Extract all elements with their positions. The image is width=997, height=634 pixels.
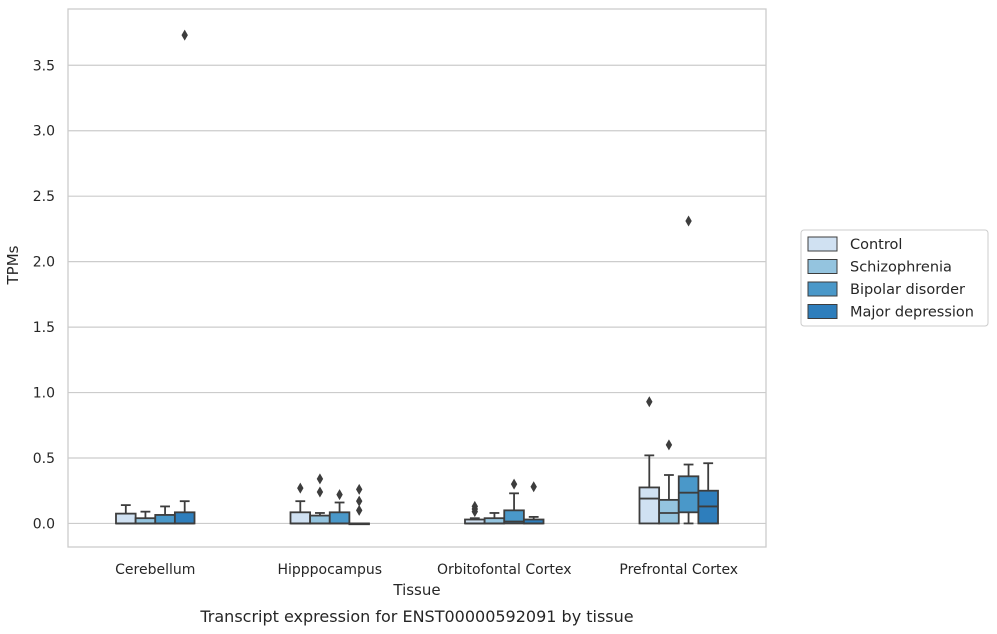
legend-item-2: Bipolar disorder — [807, 281, 965, 298]
box-2-3 — [522, 481, 545, 525]
x-tick-label-2: Orbitofontal Cortex — [437, 562, 572, 578]
outlier-2 — [471, 500, 479, 512]
plot-frame — [67, 8, 767, 548]
box-body — [173, 511, 196, 525]
legend-item-1: Schizophrenia — [807, 259, 952, 276]
outlier-0 — [510, 478, 518, 490]
legend: Control Schizophrenia Bipolar disorder Majo… — [800, 229, 989, 327]
chart-caption: Transcript expression for ENST0000059209… — [199, 607, 633, 626]
x-tick-label-3: Prefrontal Cortex — [619, 562, 738, 578]
box-3-3 — [697, 462, 719, 525]
y-tick-label-4: 2.0 — [33, 255, 55, 271]
box-1-1 — [309, 473, 331, 525]
box-2-2 — [503, 478, 525, 525]
box-1-0 — [289, 482, 312, 525]
x-tick-label-0: Cerebellum — [115, 562, 195, 578]
gridlines — [68, 64, 766, 525]
box-3-0 — [638, 396, 661, 525]
plot-area — [68, 9, 766, 547]
boxes — [115, 29, 719, 526]
outlier-0 — [181, 29, 188, 41]
y-tick-label-3: 1.5 — [33, 320, 55, 336]
legend-item-0: Control — [807, 236, 902, 253]
y-tick-label-0: 0.0 — [33, 516, 55, 532]
box-body — [503, 509, 525, 525]
box-0-1 — [134, 510, 157, 525]
x-axis-label: Tissue — [392, 581, 440, 599]
y-tick-label-7: 3.5 — [33, 58, 55, 74]
outlier-0 — [685, 215, 692, 227]
legend-frame — [800, 229, 989, 327]
box-body — [677, 475, 700, 514]
box-0-3 — [173, 29, 196, 525]
outlier-2 — [355, 483, 363, 495]
box-body — [309, 514, 331, 525]
legend-label: Schizophrenia — [850, 260, 952, 276]
legend-swatch — [807, 304, 838, 319]
y-tick-label-2: 1.0 — [33, 386, 55, 402]
outlier-0 — [665, 439, 673, 451]
legend-label: Bipolar disorder — [850, 282, 965, 298]
outlier-0 — [530, 481, 537, 493]
box-body — [328, 511, 351, 525]
outlier-1 — [316, 473, 324, 485]
legend-label: Major depression — [850, 305, 974, 321]
box-body — [154, 514, 176, 525]
outlier-0 — [297, 482, 304, 494]
outlier-0 — [336, 489, 343, 501]
legend-swatch — [807, 236, 838, 252]
legend-label: Control — [850, 237, 902, 253]
box-body — [289, 511, 312, 525]
outlier-1 — [355, 495, 363, 507]
y-axis-label: TPMs — [4, 245, 22, 285]
legend-swatch — [807, 259, 838, 274]
outlier-0 — [646, 396, 653, 408]
box-body — [115, 512, 137, 525]
y-tick-labels: 0.0 0.5 1.0 1.5 2.0 2.5 3.0 3.5 — [33, 58, 55, 532]
box-1-3 — [348, 483, 370, 526]
x-tick-labels: Cerebellum Hipppocampus Orbitofontal Corte… — [115, 562, 738, 578]
x-tick-label-1: Hipppocampus — [277, 562, 382, 578]
box-0-2 — [154, 505, 176, 525]
box-3-1 — [658, 439, 680, 525]
legend-swatch — [807, 281, 838, 297]
box-body — [638, 486, 661, 525]
box-body — [658, 498, 680, 525]
y-tick-label-5: 2.5 — [33, 189, 55, 205]
legend-item-3: Major depression — [807, 304, 974, 321]
y-tick-label-1: 0.5 — [33, 451, 55, 467]
outlier-0 — [355, 504, 363, 516]
outlier-0 — [316, 486, 324, 498]
box-1-2 — [328, 489, 351, 525]
y-tick-label-6: 3.0 — [33, 124, 55, 140]
